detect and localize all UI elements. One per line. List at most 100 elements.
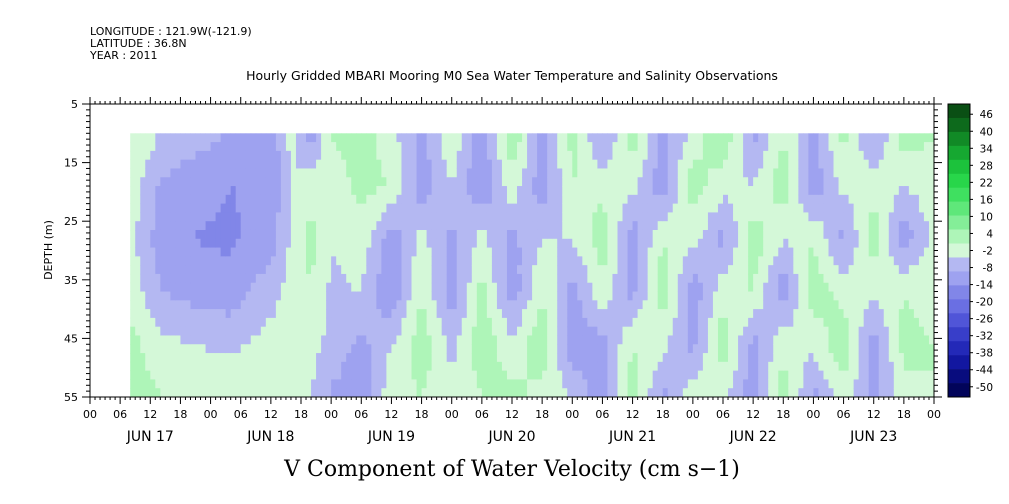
heat-cell: [652, 168, 659, 178]
heat-cell: [567, 370, 573, 380]
heat-cell: [908, 203, 915, 213]
heat-cell: [532, 238, 538, 248]
heat-cell: [436, 133, 443, 143]
heat-cell: [290, 203, 297, 213]
heat-cell: [793, 203, 799, 213]
heat-cell: [476, 194, 483, 205]
heat-cell: [260, 265, 267, 275]
heat-cell: [607, 168, 613, 178]
heat-cell: [215, 168, 222, 178]
heat-cell: [798, 221, 804, 231]
heat-cell: [446, 353, 453, 363]
heat-cell: [396, 370, 402, 380]
heat-cell: [763, 282, 769, 292]
heat-cell: [622, 177, 628, 187]
heat-cell: [637, 238, 644, 248]
heat-cell: [391, 256, 397, 266]
heat-cell: [506, 133, 513, 143]
heat-cell: [753, 212, 759, 222]
heat-cell: [486, 361, 493, 372]
heat-cell: [652, 300, 659, 310]
heat-cell: [617, 238, 623, 248]
heat-cell: [798, 353, 804, 363]
heat-cell: [592, 273, 598, 284]
heat-cell: [843, 361, 849, 372]
heat-cell: [190, 238, 196, 248]
heat-cell: [411, 291, 417, 301]
heat-cell: [863, 203, 870, 213]
heat-cell: [537, 229, 543, 240]
heat-cell: [637, 177, 644, 187]
heat-cell: [803, 282, 809, 292]
heat-cell: [150, 291, 156, 301]
heat-cell: [592, 168, 598, 178]
heat-cell: [200, 247, 206, 257]
heat-cell: [331, 203, 337, 213]
heat-cell: [868, 317, 875, 328]
heat-cell: [260, 370, 267, 380]
heat-cell: [406, 150, 412, 161]
heat-cell: [617, 168, 623, 178]
heat-cell: [265, 379, 272, 389]
heat-cell: [255, 142, 262, 152]
heat-cell: [512, 177, 518, 187]
heat-cell: [391, 168, 397, 178]
heat-cell: [376, 379, 382, 389]
heat-cell: [758, 353, 764, 363]
heat-cell: [798, 370, 804, 380]
heat-cell: [466, 282, 473, 292]
heat-cell: [290, 177, 297, 187]
heat-cell: [270, 265, 277, 275]
heat-cell: [150, 353, 156, 363]
heat-cell: [210, 194, 216, 205]
heat-cell: [808, 133, 814, 143]
heat-cell: [602, 353, 608, 363]
heat-cell: [386, 221, 392, 231]
heat-cell: [537, 353, 543, 363]
heat-cell: [285, 150, 292, 161]
heat-cell: [165, 203, 171, 213]
heat-cell: [662, 142, 669, 152]
heat-cell: [441, 150, 448, 161]
heat-cell: [818, 238, 824, 248]
heat-cell: [652, 370, 659, 380]
heat-cell: [336, 238, 342, 248]
heat-cell: [562, 133, 568, 143]
heat-cell: [843, 370, 849, 380]
heat-cell: [280, 335, 287, 345]
heat-cell: [446, 326, 453, 336]
heat-cell: [733, 159, 739, 169]
heat-cell: [903, 291, 910, 301]
heat-cell: [903, 203, 910, 213]
heat-cell: [200, 291, 206, 301]
heat-cell: [130, 317, 136, 328]
heat-cell: [512, 370, 518, 380]
heat-cell: [808, 282, 814, 292]
heat-cell: [778, 388, 784, 398]
heat-cell: [220, 212, 227, 222]
heat-cell: [723, 344, 729, 354]
heat-cell: [853, 177, 860, 187]
heat-cell: [160, 177, 166, 187]
heat-cell: [285, 168, 292, 178]
heat-cell: [738, 300, 744, 310]
heat-cell: [165, 212, 171, 222]
heat-cell: [838, 238, 844, 248]
heat-cell: [712, 353, 719, 363]
heat-cell: [512, 142, 518, 152]
heat-cell: [758, 309, 764, 319]
heat-cell: [155, 379, 161, 389]
heat-cell: [471, 142, 478, 152]
heat-cell: [622, 353, 628, 363]
heat-cell: [788, 291, 794, 301]
heat-cell: [602, 186, 608, 196]
heat-cell: [285, 238, 292, 248]
heat-cell: [316, 186, 322, 196]
heat-cell: [190, 379, 196, 389]
heat-cell: [763, 229, 769, 240]
heat-cell: [517, 353, 523, 363]
heat-cell: [351, 353, 357, 363]
heat-cell: [768, 133, 774, 143]
heat-cell: [813, 133, 819, 143]
heat-cell: [165, 150, 171, 161]
